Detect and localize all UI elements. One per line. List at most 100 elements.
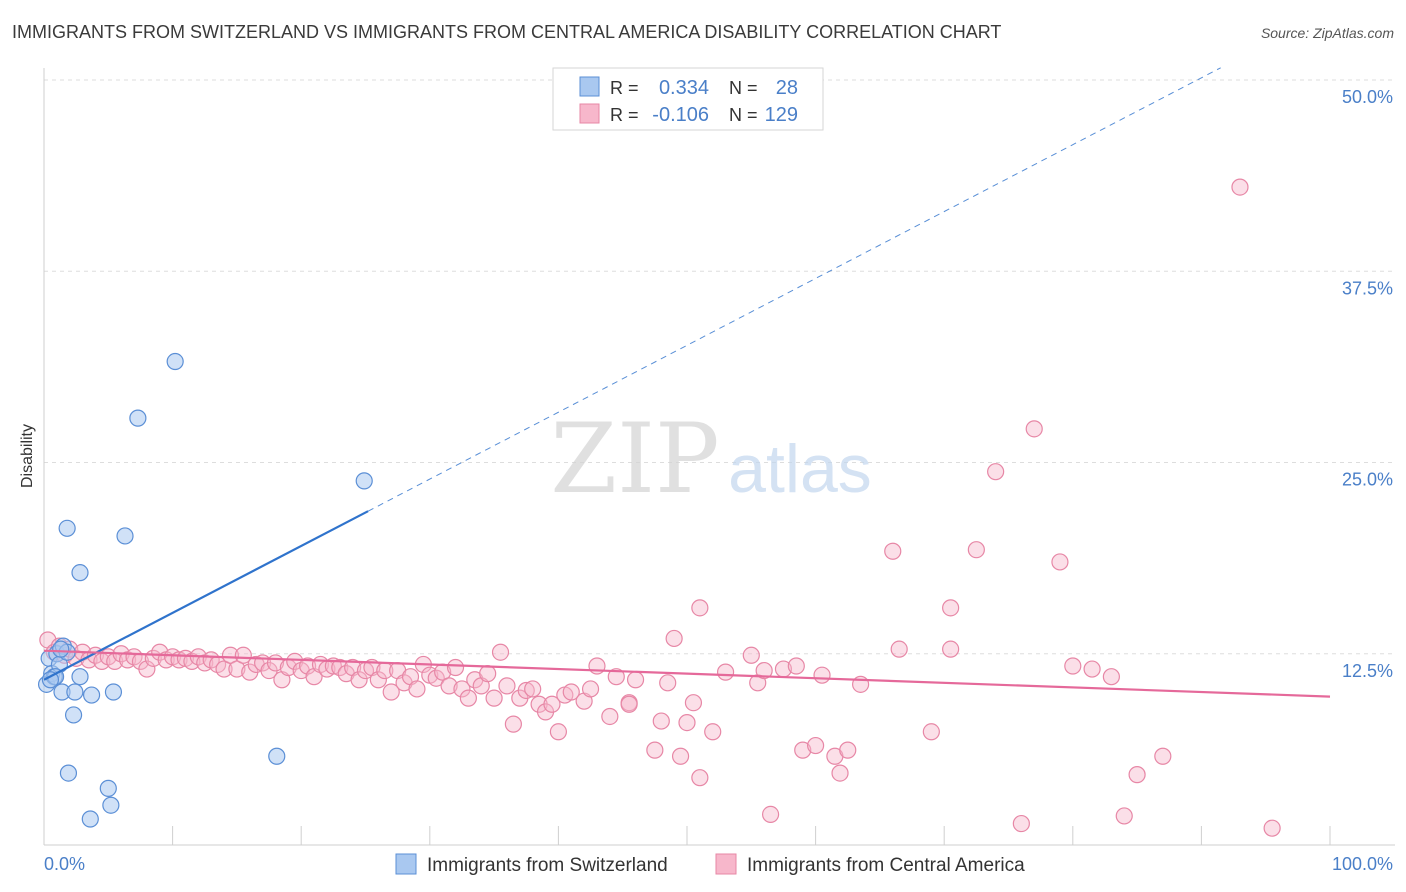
central-america-point-128 [1231,178,1249,196]
chart-title: IMMIGRANTS FROM SWITZERLAND VS IMMIGRANT… [12,22,1002,42]
central-america-point-109 [813,666,831,684]
central-america-point-99 [691,769,709,787]
tick-labels: 12.5% 25.0% 37.5% 50.0% 0.0% 100.0% [44,87,1393,874]
correlation-stats-box: R = 0.334 N = 28 R = -0.106 N = 129 [552,67,824,131]
central-america-point-63 [440,677,458,695]
central-america-point-119 [967,541,985,559]
central-america-point-89 [620,695,638,713]
stats-r-value-switzerland: 0.334 [659,77,709,99]
series-legend: Immigrants from Switzerland Immigrants fr… [395,853,1025,876]
switzerland-point-12 [71,668,89,686]
central-america-point-29 [221,646,240,664]
switzerland-point-17 [71,564,89,582]
y-tick-label-1: 25.0% [1342,470,1393,490]
switzerland-point-23 [59,764,78,782]
watermark: ZIP atlas [550,403,871,515]
central-america-point-46 [331,658,349,677]
stats-r-label-central: R = [610,105,639,125]
central-america-point-54 [382,683,400,701]
stats-n-label-switzerland: N = [729,78,758,98]
switzerland-point-25 [102,796,120,814]
switzerland-point-18 [116,527,134,545]
central-america-point-126 [1128,766,1146,784]
x-tick-label-max: 100.0% [1332,854,1393,874]
central-america-point-92 [652,712,670,730]
central-america-point-94 [665,629,683,648]
switzerland-point-20 [166,352,184,371]
y-tick-label-2: 37.5% [1342,278,1393,298]
switzerland-point-15 [64,706,83,724]
central-america-point-91 [646,741,664,759]
switzerland-point-7 [41,671,60,689]
central-america-point-125 [1102,668,1120,686]
central-america-trend-line [43,649,1331,698]
central-america-point-121 [1025,420,1043,438]
switzerland-point-13 [82,686,101,704]
axes [43,68,1395,846]
central-america-point-106 [787,657,805,675]
central-america-point-118 [942,640,960,658]
central-america-point-115 [890,640,908,658]
legend-label-central: Immigrants from Central America [747,855,1025,876]
central-america-point-112 [839,741,857,759]
central-america-point-73 [504,715,522,733]
central-america-point-101 [716,663,735,681]
central-america-point-39 [286,652,304,671]
central-america-point-84 [581,680,600,698]
switzerland-point-14 [104,683,123,701]
central-america-point-114 [884,542,902,560]
stats-r-label-switzerland: R = [610,78,639,98]
central-america-point-117 [942,599,960,617]
gridlines [44,79,1395,655]
trend-lines [43,67,1331,698]
central-america-point-122 [1051,553,1069,571]
stats-n-value-central: 129 [765,104,798,126]
central-america-point-16 [138,660,156,678]
central-america-point-87 [607,668,625,686]
central-america-point-90 [626,671,645,689]
central-america-point-96 [678,713,696,732]
central-america-point-61 [427,669,445,687]
central-america-point-65 [453,680,471,698]
central-america-point-130 [761,805,780,824]
switzerland-point-27 [52,640,70,658]
central-america-point-30 [228,660,246,678]
central-america-point-107 [794,741,812,759]
switzerland-point-22 [268,747,286,765]
central-america-point-97 [684,694,703,712]
switzerland-points [37,352,373,828]
stats-swatch-switzerland [579,76,600,97]
central-america-point-100 [704,723,722,741]
watermark-zip: ZIP [550,403,719,515]
switzerland-point-24 [99,779,117,797]
stats-n-value-switzerland: 28 [776,77,798,99]
central-america-point-52 [369,671,387,689]
central-america-point-95 [671,747,690,765]
central-america-point-127 [1154,747,1172,765]
central-america-point-79 [543,695,561,713]
stats-swatch-central [579,103,600,124]
central-america-point-71 [491,643,510,661]
central-america-point-102 [742,646,760,664]
y-tick-label-0: 12.5% [1342,661,1393,681]
central-america-point-41 [299,657,317,675]
central-america-point-132 [1115,807,1133,825]
legend-label-switzerland: Immigrants from Switzerland [427,855,668,876]
central-america-point-69 [479,665,497,683]
central-america-point-123 [1064,657,1082,675]
central-america-point-129 [1263,819,1281,837]
central-america-point-104 [755,661,773,680]
x-tick-label-min: 0.0% [44,854,85,874]
central-america-point-72 [498,677,516,695]
central-america-point-131 [1012,814,1030,833]
central-america-point-124 [1083,660,1101,678]
central-america-point-116 [922,723,940,741]
central-america-point-111 [831,764,849,782]
central-america-point-58 [408,680,426,698]
central-america-point-49 [350,671,368,689]
central-america-point-66 [459,689,477,707]
source-label: Source: ZipAtlas.com [1260,25,1394,41]
central-america-point-108 [806,736,825,755]
central-america-point-86 [601,707,619,726]
switzerland-point-19 [129,409,147,427]
